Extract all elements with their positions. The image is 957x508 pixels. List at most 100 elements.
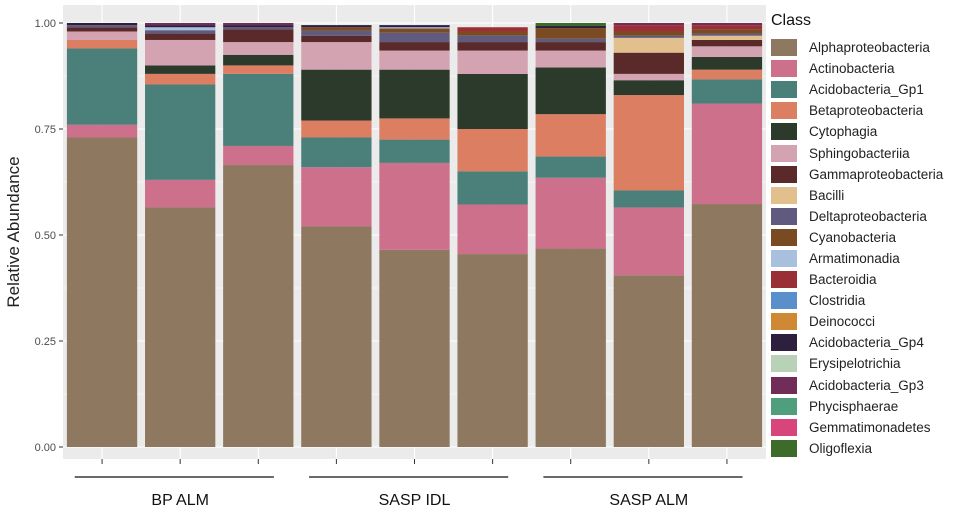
bar-segment: [145, 207, 216, 447]
bar-segment: [301, 25, 372, 28]
bar-segment: [145, 25, 216, 28]
bar-segment: [223, 23, 294, 26]
bar-stack: [379, 25, 450, 447]
bar-segment: [145, 73, 216, 85]
bar-segment: [379, 249, 450, 447]
bar-segment: [457, 42, 528, 51]
legend-item: Sphingobacteriia: [771, 142, 955, 163]
legend-label: Phycisphaerae: [809, 398, 899, 414]
bar-stack: [535, 23, 606, 447]
legend-swatch: [771, 123, 797, 141]
legend-label: Erysipelotrichia: [809, 356, 901, 372]
bar-segment: [301, 27, 372, 31]
bar-segment: [66, 124, 138, 138]
legend-swatch: [771, 418, 797, 436]
bar-segment: [613, 80, 684, 96]
bar-segment: [457, 254, 528, 447]
bar-segment: [535, 114, 606, 157]
bar-segment: [691, 79, 763, 104]
legend-swatch: [771, 144, 797, 162]
bar-stack: [691, 23, 763, 447]
legend-items: Alphaproteobacteria Actinobacteria Acidoba…: [771, 37, 955, 459]
bar-segment: [145, 179, 216, 208]
bar-segment: [379, 139, 450, 163]
bar-segment: [457, 31, 528, 36]
bar-segment: [613, 73, 684, 81]
bar-segment: [301, 120, 372, 138]
bar-segment: [301, 69, 372, 121]
legend-swatch: [771, 60, 797, 78]
legend-swatch: [771, 249, 797, 267]
bar-segment: [535, 23, 606, 26]
y-tick-label: 0.00: [35, 442, 56, 454]
bar-segment: [535, 50, 606, 68]
legend-item: Acidobacteria_Gp1: [771, 79, 955, 100]
bar-stack: [223, 23, 294, 448]
legend-item: Gammaproteobacteria: [771, 164, 955, 185]
bar-segment: [223, 54, 294, 66]
legend-label: Clostridia: [809, 293, 866, 309]
bar-segment: [223, 165, 294, 448]
y-axis: 0.00 0.25 0.50 0.75 1.00: [35, 18, 63, 454]
bar-segment: [379, 162, 450, 250]
bar-segment: [223, 25, 294, 28]
bar-segment: [613, 95, 684, 191]
bar-segment: [691, 103, 763, 205]
bar-segment: [66, 137, 138, 448]
legend-item: Gemmatimonadetes: [771, 417, 955, 438]
bar-segment: [691, 33, 763, 36]
legend-item: Clostridia: [771, 290, 955, 311]
bar-segment: [301, 167, 372, 227]
legend-item: Alphaproteobacteria: [771, 37, 955, 58]
bar-segment: [223, 65, 294, 74]
bar-segment: [223, 145, 294, 166]
bar-segment: [691, 29, 763, 34]
legend-swatch: [771, 102, 797, 120]
legend-item: Cyanobacteria: [771, 227, 955, 248]
legend-swatch: [771, 292, 797, 310]
legend-swatch: [771, 39, 797, 57]
bar-segment: [535, 156, 606, 178]
legend-swatch: [771, 81, 797, 99]
bar-segment: [457, 129, 528, 172]
legend-label: Bacteroidia: [809, 272, 877, 288]
legend-swatch: [771, 207, 797, 225]
y-tick-label: 0.75: [35, 124, 56, 136]
bar-segment: [301, 35, 372, 43]
bar-segment: [379, 118, 450, 140]
bar-segment: [379, 69, 450, 119]
bar-segment: [535, 177, 606, 249]
legend-swatch: [771, 186, 797, 204]
x-axis: BP ALM SASP IDL SASP ALM: [74, 459, 743, 508]
legend-item: Betaproteobacteria: [771, 100, 955, 121]
legend-label: Sphingobacteriia: [809, 145, 910, 161]
bar-segment: [457, 171, 528, 205]
legend-label: Acidobacteria_Gp4: [809, 335, 924, 351]
bar-segment: [457, 50, 528, 74]
bar-segment: [379, 32, 450, 43]
legend-label: Cyanobacteria: [809, 229, 897, 245]
bar-segment: [66, 25, 138, 28]
bar-segment: [145, 23, 216, 26]
legend-label: Acidobacteria_Gp1: [809, 82, 924, 98]
legend-label: Bacilli: [809, 187, 845, 203]
legend-label: Betaproteobacteria: [809, 103, 924, 119]
bar-segment: [613, 37, 684, 53]
y-tick-label: 1.00: [35, 18, 56, 30]
bar-segment: [457, 35, 528, 43]
bar-segment: [66, 27, 138, 32]
legend-item: Deltaproteobacteria: [771, 206, 955, 227]
bar-segment: [613, 35, 684, 38]
bar-segment: [613, 25, 684, 32]
legend-swatch: [771, 165, 797, 183]
legend-label: Alphaproteobacteria: [809, 40, 930, 56]
legend-item: Acidobacteria_Gp3: [771, 375, 955, 396]
bar-segment: [535, 42, 606, 51]
bar-segment: [691, 25, 763, 30]
bars-layer: [66, 23, 763, 448]
bar-segment: [691, 46, 763, 57]
bar-segment: [66, 31, 138, 40]
bar-segment: [535, 25, 606, 29]
bar-segment: [145, 65, 216, 74]
bar-stack: [145, 23, 216, 447]
